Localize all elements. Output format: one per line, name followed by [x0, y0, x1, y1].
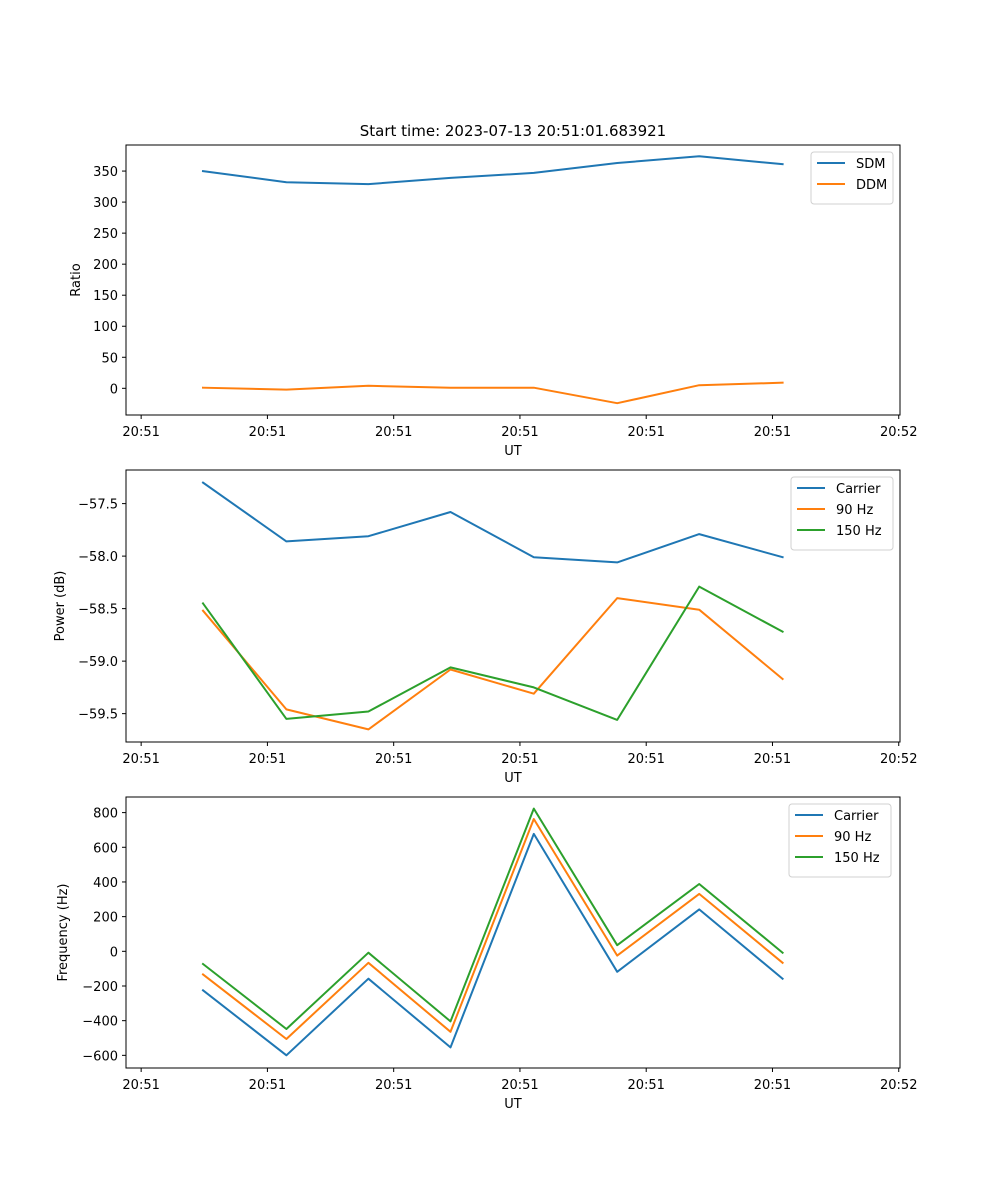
x-tick-label: 20:51	[122, 425, 159, 440]
x-tick-label: 20:52	[880, 425, 917, 440]
y-tick-label: 600	[93, 841, 118, 856]
y-tick-label: 250	[93, 227, 118, 242]
series-line-sdm	[201, 155, 784, 186]
y-tick-label: −600	[82, 1049, 118, 1064]
x-axis-label: UT	[504, 1097, 522, 1112]
x-tick-label: 20:51	[375, 425, 412, 440]
y-tick-label: 400	[93, 876, 118, 891]
legend-label: DDM	[856, 178, 887, 193]
y-tick-label: 200	[93, 911, 118, 926]
axes-frame	[125, 469, 901, 743]
y-tick-label: 300	[93, 196, 118, 211]
x-axis-label: UT	[504, 771, 522, 786]
legend-box	[788, 803, 892, 878]
y-tick-label: −400	[82, 1015, 118, 1030]
legend-label: Carrier	[836, 482, 881, 497]
axes-frame	[125, 144, 901, 416]
y-tick-label: −200	[82, 980, 118, 995]
subplot-3: 20:51 20:51 20:51 20:51 20:51 20:51 20:52 −600 −…	[56, 796, 917, 1112]
legend: Carrier 90 Hz 150 Hz	[790, 476, 894, 551]
x-tick-label: 20:52	[880, 1078, 917, 1093]
x-tick-label: 20:51	[754, 1078, 791, 1093]
y-tick-label: 800	[93, 807, 118, 822]
x-tick-label: 20:51	[754, 752, 791, 767]
y-tick-label: −58.5	[78, 603, 118, 618]
x-tick-label: 20:51	[249, 752, 286, 767]
x-tick-label: 20:51	[375, 1078, 412, 1093]
legend-label: 90 Hz	[834, 830, 871, 845]
y-tick-label: 150	[93, 289, 118, 304]
x-tick-label: 20:51	[122, 752, 159, 767]
legend-label: 90 Hz	[836, 503, 873, 518]
subplot-1: 20:51 20:51 20:51 20:51 20:51 20:51 20:52 0 50 10…	[69, 144, 917, 459]
axes-frame	[125, 796, 901, 1069]
series-line-carrier	[201, 481, 784, 564]
x-tick-label: 20:51	[249, 1078, 286, 1093]
series-line-90-hz	[201, 597, 785, 731]
y-tick-label: 350	[93, 165, 118, 180]
legend-label: Carrier	[834, 809, 879, 824]
x-tick-label: 20:51	[375, 752, 412, 767]
y-axis-label: Ratio	[69, 263, 84, 296]
legend: Carrier 90 Hz 150 Hz	[788, 803, 892, 878]
y-tick-label: 0	[110, 945, 118, 960]
x-tick-label: 20:51	[627, 425, 664, 440]
x-tick-label: 20:51	[249, 425, 286, 440]
legend-label: 150 Hz	[834, 851, 880, 866]
x-tick-label: 20:51	[501, 752, 538, 767]
y-tick-label: −57.5	[78, 498, 118, 513]
series-line-ddm	[201, 381, 784, 405]
y-tick-label: 50	[101, 351, 118, 366]
series-line-90-hz	[201, 818, 785, 1040]
y-tick-label: 200	[93, 258, 118, 273]
series-line-150-hz	[201, 807, 785, 1030]
y-tick-label: −59.5	[78, 708, 118, 723]
y-axis-label: Power (dB)	[53, 571, 68, 642]
x-tick-label: 20:51	[501, 1078, 538, 1093]
legend-box	[790, 476, 894, 551]
legend-box	[810, 151, 894, 205]
x-tick-label: 20:51	[122, 1078, 159, 1093]
figure-title: Start time: 2023-07-13 20:51:01.683921	[360, 122, 666, 140]
subplot-2: 20:51 20:51 20:51 20:51 20:51 20:51 20:52 −59.5…	[53, 469, 917, 786]
legend-label: 150 Hz	[836, 524, 882, 539]
x-tick-label: 20:52	[880, 752, 917, 767]
y-axis-label: Frequency (Hz)	[56, 883, 71, 981]
y-tick-label: −58.0	[78, 550, 118, 565]
x-tick-label: 20:51	[754, 425, 791, 440]
x-tick-label: 20:51	[627, 1078, 664, 1093]
y-tick-label: −59.0	[78, 655, 118, 670]
series-line-carrier	[201, 832, 785, 1057]
series-line-150-hz	[201, 585, 784, 721]
y-tick-label: 0	[110, 382, 118, 397]
legend-label: SDM	[856, 157, 885, 172]
legend: SDM DDM	[810, 151, 894, 205]
x-tick-label: 20:51	[501, 425, 538, 440]
x-axis-label: UT	[504, 444, 522, 459]
y-tick-label: 100	[93, 320, 118, 335]
x-tick-label: 20:51	[627, 752, 664, 767]
